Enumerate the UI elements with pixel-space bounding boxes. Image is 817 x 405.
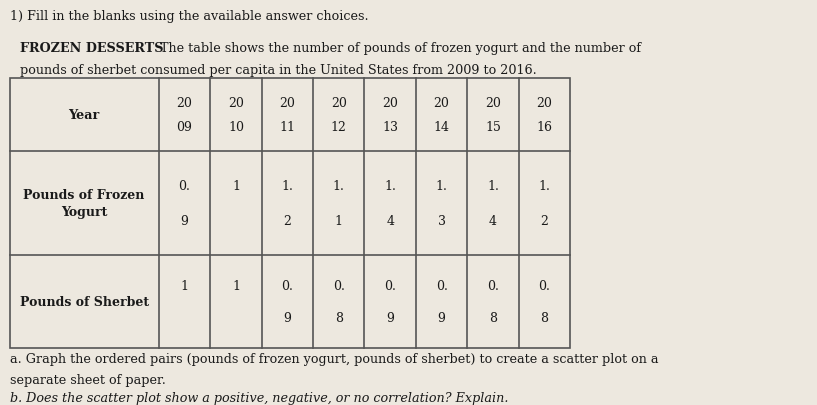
Text: FROZEN DESSERTS: FROZEN DESSERTS	[20, 41, 163, 54]
Text: 20: 20	[485, 96, 501, 109]
Text: 11: 11	[279, 121, 296, 134]
Text: 3: 3	[438, 215, 445, 228]
Text: 4: 4	[489, 215, 497, 228]
Text: 20: 20	[279, 96, 295, 109]
Text: 8: 8	[335, 311, 343, 324]
Text: 8: 8	[540, 311, 548, 324]
Text: 2: 2	[541, 215, 548, 228]
Text: 1: 1	[335, 215, 343, 228]
Text: 0.: 0.	[435, 279, 448, 292]
Text: Pounds of Frozen
Yogurt: Pounds of Frozen Yogurt	[24, 188, 145, 218]
Text: 09: 09	[176, 121, 193, 134]
Text: pounds of sherbet consumed per capita in the United States from 2009 to 2016.: pounds of sherbet consumed per capita in…	[20, 64, 537, 77]
Text: a. Graph the ordered pairs (pounds of frozen yogurt, pounds of sherbet) to creat: a. Graph the ordered pairs (pounds of fr…	[10, 352, 658, 365]
Text: 0.: 0.	[179, 179, 190, 192]
Text: 16: 16	[537, 121, 552, 134]
Text: 1) Fill in the blanks using the available answer choices.: 1) Fill in the blanks using the availabl…	[10, 10, 368, 23]
Text: 1.: 1.	[281, 179, 293, 192]
Text: 0.: 0.	[487, 279, 499, 292]
Text: 20: 20	[331, 96, 346, 109]
Text: 9: 9	[386, 311, 394, 324]
Text: 13: 13	[382, 121, 398, 134]
Text: 20: 20	[434, 96, 449, 109]
Text: 9: 9	[438, 311, 445, 324]
Text: 14: 14	[434, 121, 449, 134]
Text: 0.: 0.	[333, 279, 345, 292]
Text: 0.: 0.	[281, 279, 293, 292]
Text: Year: Year	[69, 109, 100, 122]
Text: 2: 2	[283, 215, 292, 228]
Text: 9: 9	[283, 311, 292, 324]
Text: 20: 20	[176, 96, 193, 109]
Text: 1: 1	[232, 179, 240, 192]
Text: 1: 1	[181, 279, 189, 292]
Text: separate sheet of paper.: separate sheet of paper.	[10, 373, 165, 386]
Text: 20: 20	[382, 96, 398, 109]
Text: 1.: 1.	[487, 179, 499, 192]
Text: 1.: 1.	[538, 179, 551, 192]
Text: 1.: 1.	[333, 179, 345, 192]
Text: 20: 20	[228, 96, 244, 109]
Text: The table shows the number of pounds of frozen yogurt and the number of: The table shows the number of pounds of …	[156, 41, 641, 54]
Text: b. Does the scatter plot show a positive, negative, or no correlation? Explain.: b. Does the scatter plot show a positive…	[10, 391, 508, 404]
Text: 0.: 0.	[538, 279, 551, 292]
Text: 1.: 1.	[384, 179, 396, 192]
Text: 15: 15	[485, 121, 501, 134]
Text: 10: 10	[228, 121, 244, 134]
Text: Pounds of Sherbet: Pounds of Sherbet	[20, 295, 149, 308]
Text: 4: 4	[386, 215, 394, 228]
Text: 12: 12	[331, 121, 346, 134]
Text: 9: 9	[181, 215, 189, 228]
Text: 20: 20	[537, 96, 552, 109]
Text: 0.: 0.	[384, 279, 396, 292]
Text: 8: 8	[489, 311, 497, 324]
Text: 1: 1	[232, 279, 240, 292]
Text: 1.: 1.	[435, 179, 448, 192]
